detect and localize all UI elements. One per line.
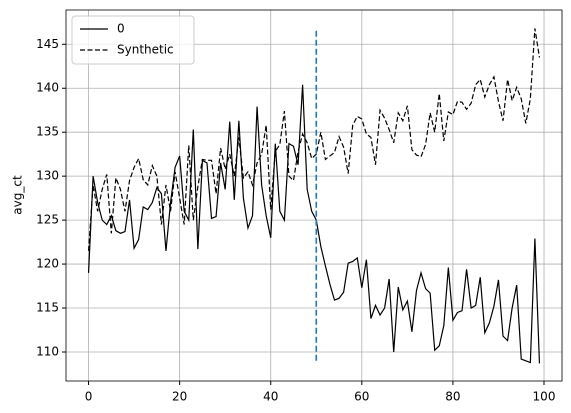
axes-frame (65, 9, 563, 382)
y-tick-label: 120 (36, 257, 59, 271)
y-tick-label: 145 (36, 37, 59, 51)
legend-label: 0 (117, 22, 125, 36)
legend-label: Synthetic (117, 43, 174, 57)
series-line (87, 28, 541, 251)
x-tick-label: 60 (354, 390, 369, 404)
x-tick-label: 20 (172, 390, 187, 404)
y-tick-label: 130 (36, 169, 59, 183)
y-tick-label: 135 (36, 125, 59, 139)
y-tick-label: 110 (36, 344, 59, 358)
y-tick-label: 125 (36, 213, 59, 227)
x-tick-label: 40 (263, 390, 278, 404)
y-tick-label: 115 (36, 301, 59, 315)
legend-box (71, 15, 195, 65)
x-tick-label: 100 (533, 390, 556, 404)
y-tick-label: 140 (36, 81, 59, 95)
x-tick-label: 80 (445, 390, 460, 404)
series-line (87, 84, 541, 364)
y-axis-label: avg_ct (11, 175, 25, 215)
x-tick-label: 0 (85, 390, 93, 404)
